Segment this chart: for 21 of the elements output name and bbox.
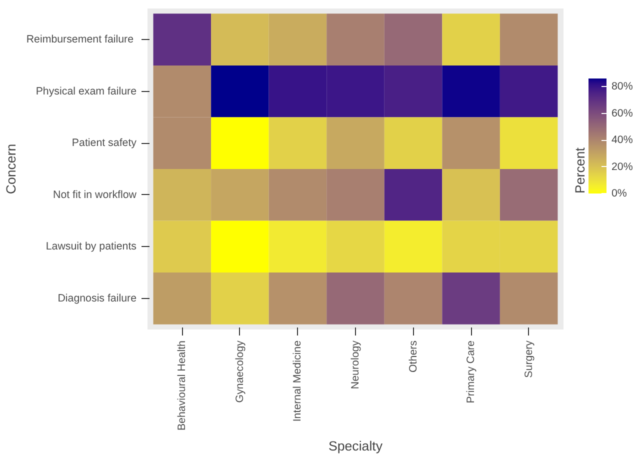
- x-tick-label: Others: [407, 340, 420, 372]
- y-tick-label: Not fit in workflow: [53, 188, 137, 201]
- color-bar-label: 40%: [612, 134, 634, 146]
- x-tick-label: Neurology: [350, 340, 362, 390]
- x-tick-label: Primary Care: [465, 340, 478, 404]
- x-tick-label: Gynaecology: [234, 340, 246, 403]
- x-tick-label: Behavioural Health: [176, 340, 188, 431]
- y-tick-label: Lawsuit by patients: [46, 240, 137, 253]
- color-bar-label: 20%: [612, 160, 634, 173]
- color-bar-title: Percent: [572, 147, 588, 194]
- color-bar-label: 80%: [612, 80, 634, 93]
- color-bar-label: 60%: [612, 107, 634, 120]
- y-axis-title: Concern: [3, 144, 18, 194]
- color-bar-label: 0%: [612, 188, 628, 200]
- x-tick-label: Surgery: [522, 340, 535, 378]
- y-tick-label: Patient safety: [72, 137, 138, 150]
- x-tick-label: Internal Medicine: [292, 340, 304, 422]
- y-tick-label: Physical exam failure: [36, 85, 137, 98]
- y-tick-label: Diagnosis failure: [58, 292, 137, 304]
- y-tick-label: Reimbursement failure: [26, 34, 134, 46]
- x-axis-title: Specialty: [328, 438, 383, 454]
